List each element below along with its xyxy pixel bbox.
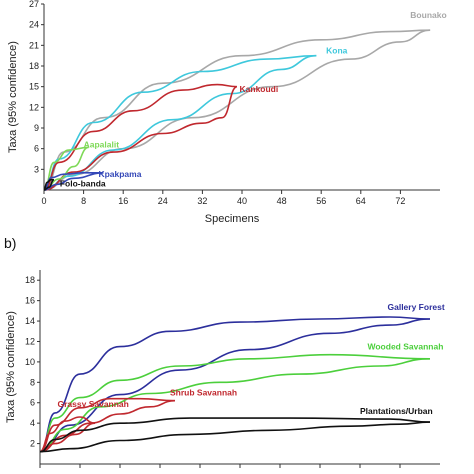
series-bounako-upper-curve (43, 29, 431, 191)
series-gallery-forest-upper-curve (39, 316, 431, 453)
label-shrub-savannah: Shrub Savannah (170, 388, 237, 398)
series-wooded-savannah-lower-curve (39, 358, 431, 453)
series-kona-lower-curve (43, 54, 317, 191)
panel-a-y-tick-label: 24 (29, 20, 39, 30)
panel-a-chart: 3 6 9 12 15 18 21 24 27 0 8 16 24 32 40 48 56 64 72 Specime… (7, 0, 447, 225)
panel-a-x-tick-label: 16 (118, 196, 128, 206)
panel-a-x-tick-label: 56 (316, 196, 326, 206)
panel-b-y-axis-title: Taxa (95% confidence) (5, 311, 17, 423)
label-grassy-savannah: Grassy Savannah (58, 399, 129, 409)
series-wooded-savannah-upper-curve (39, 353, 431, 453)
series-grassy-savannah-lower-curve (39, 422, 96, 453)
panel-b-y-tick-label: 2 (30, 439, 35, 449)
panel-a-x-tick-label: 72 (395, 196, 405, 206)
label-kpakpama: Kpakpama (98, 169, 141, 179)
series-gallery-forest-lower-curve (39, 318, 431, 453)
series-plantations-urban-lower-curve (39, 421, 431, 453)
series-grassy-savannah-upper-curve (39, 416, 96, 453)
panel-a-y-tick-label: 6 (34, 144, 39, 154)
panel-a-y-tick-label: 15 (29, 82, 39, 92)
panel-b-y-tick-label: 18 (25, 275, 35, 285)
panel-a-y-tick-label: 27 (29, 0, 39, 9)
panel-b-y-tick-label: 14 (25, 316, 35, 326)
panel-a-x-tick-label: 24 (158, 196, 168, 206)
series-folo-banda-lower-curve (43, 178, 55, 191)
panel-a-y-tick-label: 12 (29, 102, 39, 112)
panel-b-y-tick-label: 12 (25, 336, 35, 346)
panel-a-y-tick-label: 21 (29, 40, 39, 50)
panel-b-chart: 2 4 6 8 10 12 14 16 18 Taxa (95% confidence) Galle… (5, 270, 445, 468)
label-bounako: Bounako (410, 10, 446, 20)
label-kona: Kona (326, 46, 348, 56)
label-wooded-savannah: Wooded Savannah (368, 342, 444, 352)
series-aapalalit-upper-curve (43, 146, 89, 191)
series-shrub-savannah-upper-curve (39, 397, 176, 453)
panel-a-x-tick-label: 48 (277, 196, 287, 206)
series-bounako-lower-curve (43, 29, 431, 191)
label-aapalalit: Aapalalit (84, 139, 120, 149)
panel-a-y-tick-label: 18 (29, 61, 39, 71)
series-plantations-urban-upper-curve (39, 417, 431, 453)
panel-b-y-tick-label: 16 (25, 296, 35, 306)
label-kankoudi: Kankoudi (240, 84, 279, 94)
panel-b-y-tick-label: 8 (30, 377, 35, 387)
panel-a-x-tick-label: 64 (356, 196, 366, 206)
label-gallery-forest: Gallery Forest (388, 302, 445, 312)
panel-b-y-tick-label: 10 (25, 357, 35, 367)
series-kankoudi-upper-curve (43, 83, 238, 191)
panel-a-x-tick-label: 8 (81, 196, 86, 206)
panel-b-label: b) (4, 235, 16, 251)
panel-a-y-tick-label: 9 (34, 123, 39, 133)
panel-b-y-tick-label: 6 (30, 398, 35, 408)
panel-a-x-axis-title: Specimens (205, 213, 260, 225)
panel-a-x-tick-label: 0 (41, 196, 46, 206)
panel-a-y-axis-title: Taxa (95% confidence) (7, 41, 19, 153)
panel-a-x-tick-label: 32 (197, 196, 207, 206)
panel-a-y-tick-label: 3 (34, 164, 39, 174)
label-plantations-urban: Plantations/Urban (360, 406, 433, 416)
panel-b-y-tick-label: 4 (30, 418, 35, 428)
label-folo-banda: Folo-banda (60, 179, 106, 189)
series-kankoudi-lower-curve (43, 85, 238, 191)
panel-a-x-tick-label: 40 (237, 196, 247, 206)
series-shrub-savannah-lower-curve (39, 399, 176, 453)
